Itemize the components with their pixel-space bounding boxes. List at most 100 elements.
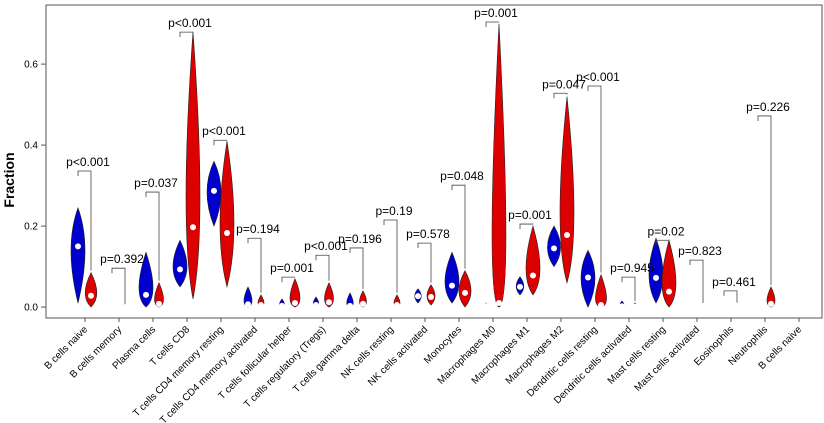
p-value-bracket <box>111 267 126 305</box>
median-point <box>177 266 183 273</box>
median-point <box>632 303 638 310</box>
violin <box>648 237 664 304</box>
median-point <box>326 299 332 306</box>
median-point <box>156 300 162 307</box>
median-point <box>258 302 264 309</box>
x-tick-label: Macrophages M1 <box>470 324 533 387</box>
median-point <box>415 293 421 300</box>
median-point <box>292 300 298 307</box>
p-value-label: p<0.001 <box>168 16 212 30</box>
median-point <box>619 303 625 310</box>
x-tick-label: NK cells activated <box>366 324 430 388</box>
median-point <box>211 187 217 194</box>
plot-frame <box>45 4 823 319</box>
median-point <box>381 303 387 310</box>
x-tick-label: Mast cells activated <box>633 324 702 393</box>
median-point <box>666 288 672 295</box>
p-value-label: p=0.047 <box>542 77 586 91</box>
median-point <box>483 303 489 310</box>
median-point <box>653 274 659 281</box>
p-value-bracket <box>757 115 772 285</box>
p-value-bracket <box>179 31 193 38</box>
median-point <box>700 303 706 310</box>
p-value-label: p<0.001 <box>304 239 348 253</box>
p-value-label: p=0.048 <box>440 169 484 183</box>
p-value-bracket <box>145 191 160 281</box>
median-point <box>428 293 434 300</box>
violin <box>172 239 188 288</box>
p-value-bracket <box>689 259 704 304</box>
p-value-label: p=0.02 <box>647 224 684 238</box>
p-value-bracket <box>417 242 432 283</box>
p-value-label: p=0.578 <box>406 227 450 241</box>
median-point <box>496 300 502 307</box>
y-tick-label: 0.4 <box>24 141 38 152</box>
median-point <box>687 303 693 310</box>
median-point <box>551 245 557 252</box>
y-tick-label: 0.2 <box>24 222 38 233</box>
p-value-label: p=0.194 <box>236 222 280 236</box>
x-tick-label: Macrophages M2 <box>504 324 567 387</box>
median-point <box>75 243 81 250</box>
violin <box>458 269 472 308</box>
y-axis-title: Fraction <box>1 152 17 207</box>
median-point <box>143 291 149 298</box>
p-value-bracket <box>349 247 364 289</box>
median-point <box>360 300 366 307</box>
p-value-label: p<0.001 <box>576 70 620 84</box>
median-point <box>449 282 455 289</box>
median-point <box>245 301 251 308</box>
p-value-label: p=0.945 <box>610 261 654 275</box>
p-value-label: p=0.001 <box>474 6 518 20</box>
p-value-bracket <box>655 239 669 246</box>
median-point <box>313 302 319 309</box>
violin <box>289 277 301 308</box>
p-value-bracket <box>723 290 738 303</box>
median-point <box>530 272 536 279</box>
p-value-label: p=0.196 <box>338 232 382 246</box>
p-value-bracket <box>281 276 295 283</box>
p-value-bracket <box>485 21 499 28</box>
x-tick-label: Mast cells resting <box>606 324 668 386</box>
p-value-label: p=0.226 <box>746 100 790 114</box>
median-point <box>122 304 128 311</box>
median-point <box>462 289 468 296</box>
median-point <box>721 303 727 310</box>
median-point <box>394 302 400 309</box>
p-value-label: p=0.19 <box>375 204 412 218</box>
median-point <box>517 283 523 290</box>
p-value-bracket <box>519 223 534 230</box>
p-value-label: p=0.037 <box>134 176 178 190</box>
median-point <box>190 224 196 231</box>
p-value-label: p=0.392 <box>100 252 144 266</box>
p-value-bracket <box>213 139 227 146</box>
p-value-bracket <box>587 85 602 273</box>
median-point <box>564 231 570 238</box>
p-value-bracket <box>621 276 636 302</box>
median-point <box>109 304 115 311</box>
y-tick-label: 0.6 <box>24 60 38 71</box>
p-value-bracket <box>315 254 330 281</box>
median-point <box>768 300 774 307</box>
median-point <box>347 302 353 309</box>
p-value-bracket <box>77 170 92 271</box>
violin <box>138 251 154 308</box>
violin <box>525 224 541 296</box>
p-value-label: p=0.823 <box>678 244 722 258</box>
median-point <box>755 303 761 310</box>
x-tick-label: Macrophages M0 <box>436 324 499 387</box>
violin <box>491 23 507 308</box>
y-tick-label: 0.0 <box>24 303 38 314</box>
median-point <box>585 274 591 281</box>
violin <box>84 271 98 308</box>
median-point <box>88 292 94 299</box>
p-value-label: p<0.001 <box>66 155 110 169</box>
p-value-label: p=0.461 <box>712 275 756 289</box>
violin <box>661 239 677 308</box>
median-point <box>734 303 740 310</box>
violin <box>70 206 86 304</box>
p-value-bracket <box>553 92 568 99</box>
p-value-label: p=0.001 <box>270 261 314 275</box>
p-value-bracket <box>383 219 398 293</box>
